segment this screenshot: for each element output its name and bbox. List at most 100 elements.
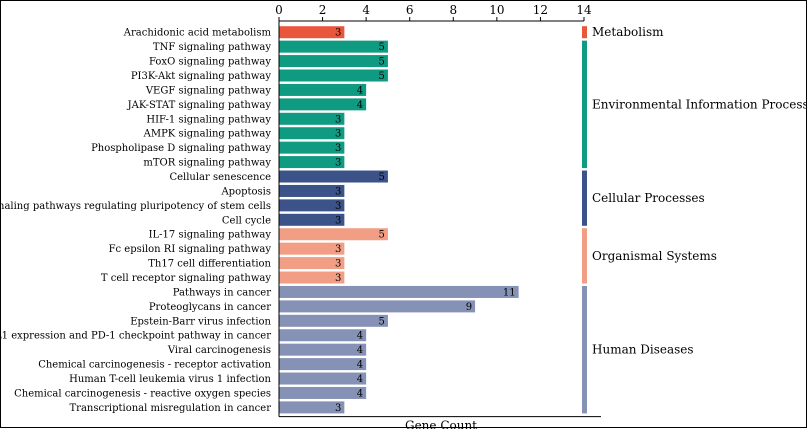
category-label: TNF signaling pathway: [153, 42, 271, 53]
bar: [279, 170, 388, 183]
category-labels: Arachidonic acid metabolism TNF signaling…: [1, 28, 272, 414]
bar-value-label: 5: [379, 71, 385, 82]
bar: [279, 372, 367, 385]
bar-value-label: 3: [335, 244, 341, 255]
bar: [279, 343, 367, 356]
category-label: IL-17 signaling pathway: [149, 230, 272, 241]
bar: [279, 40, 388, 53]
group-strip: [582, 40, 587, 169]
bar-value-label: 4: [357, 345, 363, 356]
category-label: Pathways in cancer: [173, 287, 272, 298]
bar: [279, 242, 345, 255]
bar: [279, 184, 345, 197]
category-label: Proteoglycans in cancer: [149, 302, 271, 313]
category-label: JAK-STAT signaling pathway: [127, 100, 272, 111]
group-strip: [582, 285, 587, 414]
group-label: Human Diseases: [592, 343, 694, 357]
category-label: AMPK signaling pathway: [143, 129, 272, 140]
category-label: Apoptosis: [220, 186, 271, 197]
group-strip: [582, 170, 587, 226]
category-label: Human T-cell leukemia virus 1 infection: [69, 374, 271, 385]
bar: [279, 300, 476, 313]
bar-value-label: 3: [335, 114, 341, 125]
bar: [279, 228, 388, 241]
bar: [279, 69, 388, 82]
group-strip: [582, 26, 587, 39]
group-label: Cellular Processes: [592, 191, 705, 205]
bars-layer: 3 5 5 5 4 4 3 3 3 3 5 3 3 3 5 3 3 3 11 9 5 4 4 4 4 4 3: [279, 26, 519, 414]
bar: [279, 386, 367, 399]
category-label: mTOR signaling pathway: [143, 158, 271, 169]
group-legend: Metabolism Environmental Information Proc…: [582, 25, 807, 414]
bar-value-label: 5: [379, 316, 385, 327]
bar-value-label: 5: [379, 172, 385, 183]
bar: [279, 112, 345, 125]
category-label: Fc epsilon RI signaling pathway: [109, 244, 272, 255]
bar-value-label: 9: [466, 302, 472, 313]
x-tick-label: 10: [489, 3, 504, 17]
category-label: Signaling pathways regulating pluripoten…: [1, 201, 271, 212]
category-label: PD-L1 expression and PD-1 checkpoint pat…: [1, 331, 271, 342]
bar-value-label: 3: [335, 158, 341, 169]
group-label: Environmental Information Processing: [592, 97, 807, 111]
bar-value-label: 3: [335, 273, 341, 284]
category-label: T cell receptor signaling pathway: [101, 273, 271, 284]
bar-value-label: 5: [379, 230, 385, 241]
bar-value-label: 5: [379, 42, 385, 53]
bar: [279, 98, 367, 111]
bar: [279, 199, 345, 212]
bar-value-label: 3: [335, 143, 341, 154]
category-label: HIF-1 signaling pathway: [146, 114, 271, 125]
category-label: Transcriptional misregulation in cancer: [70, 403, 272, 414]
bar-value-label: 3: [335, 201, 341, 212]
bar-value-label: 3: [335, 215, 341, 226]
bar-value-label: 3: [335, 186, 341, 197]
x-tick-label: 6: [406, 3, 414, 17]
x-tick-label: 4: [362, 3, 370, 17]
category-label: Cell cycle: [222, 215, 271, 226]
bar: [279, 285, 519, 298]
category-label: Arachidonic acid metabolism: [123, 28, 272, 39]
bar: [279, 83, 367, 96]
bar-value-label: 3: [335, 403, 341, 414]
bar: [279, 156, 345, 169]
bar-value-label: 4: [357, 100, 363, 111]
group-label: Organismal Systems: [592, 249, 717, 263]
category-label: Th17 cell differentiation: [148, 259, 271, 270]
category-label: PI3K-Akt signaling pathway: [131, 71, 272, 82]
bar-value-label: 4: [357, 360, 363, 371]
bar: [279, 127, 345, 140]
bar: [279, 271, 345, 284]
category-label: Viral carcinogenesis: [167, 345, 271, 356]
bar: [279, 314, 388, 327]
bar-value-label: 5: [379, 57, 385, 68]
category-label: Chemical carcinogenesis - reactive oxyge…: [14, 388, 271, 399]
bar: [279, 329, 367, 342]
bar-value-label: 3: [335, 259, 341, 270]
group-strip: [582, 228, 587, 284]
bar-value-label: 4: [357, 85, 363, 96]
bar: [279, 401, 345, 414]
bar-value-label: 4: [357, 388, 363, 399]
bar: [279, 358, 367, 371]
category-label: FoxO signaling pathway: [149, 57, 271, 68]
x-tick-label: 8: [449, 3, 457, 17]
category-label: Phospholipase D signaling pathway: [91, 143, 271, 154]
category-label: VEGF signaling pathway: [145, 85, 272, 96]
bar: [279, 213, 345, 226]
bar: [279, 141, 345, 154]
x-tick-label: 2: [319, 3, 327, 17]
group-label: Metabolism: [592, 25, 664, 39]
category-label: Chemical carcinogenesis - receptor activ…: [38, 360, 271, 371]
bar-value-label: 3: [335, 129, 341, 140]
bar-value-label: 3: [335, 28, 341, 39]
category-label: Epstein-Barr virus infection: [130, 316, 271, 327]
x-axis-title: Gene Count: [405, 419, 477, 429]
x-tick-label: 14: [576, 3, 592, 17]
bar-value-label: 11: [503, 287, 516, 298]
bar: [279, 55, 388, 68]
bar-value-label: 4: [357, 331, 363, 342]
x-tick-label: 12: [533, 3, 548, 17]
